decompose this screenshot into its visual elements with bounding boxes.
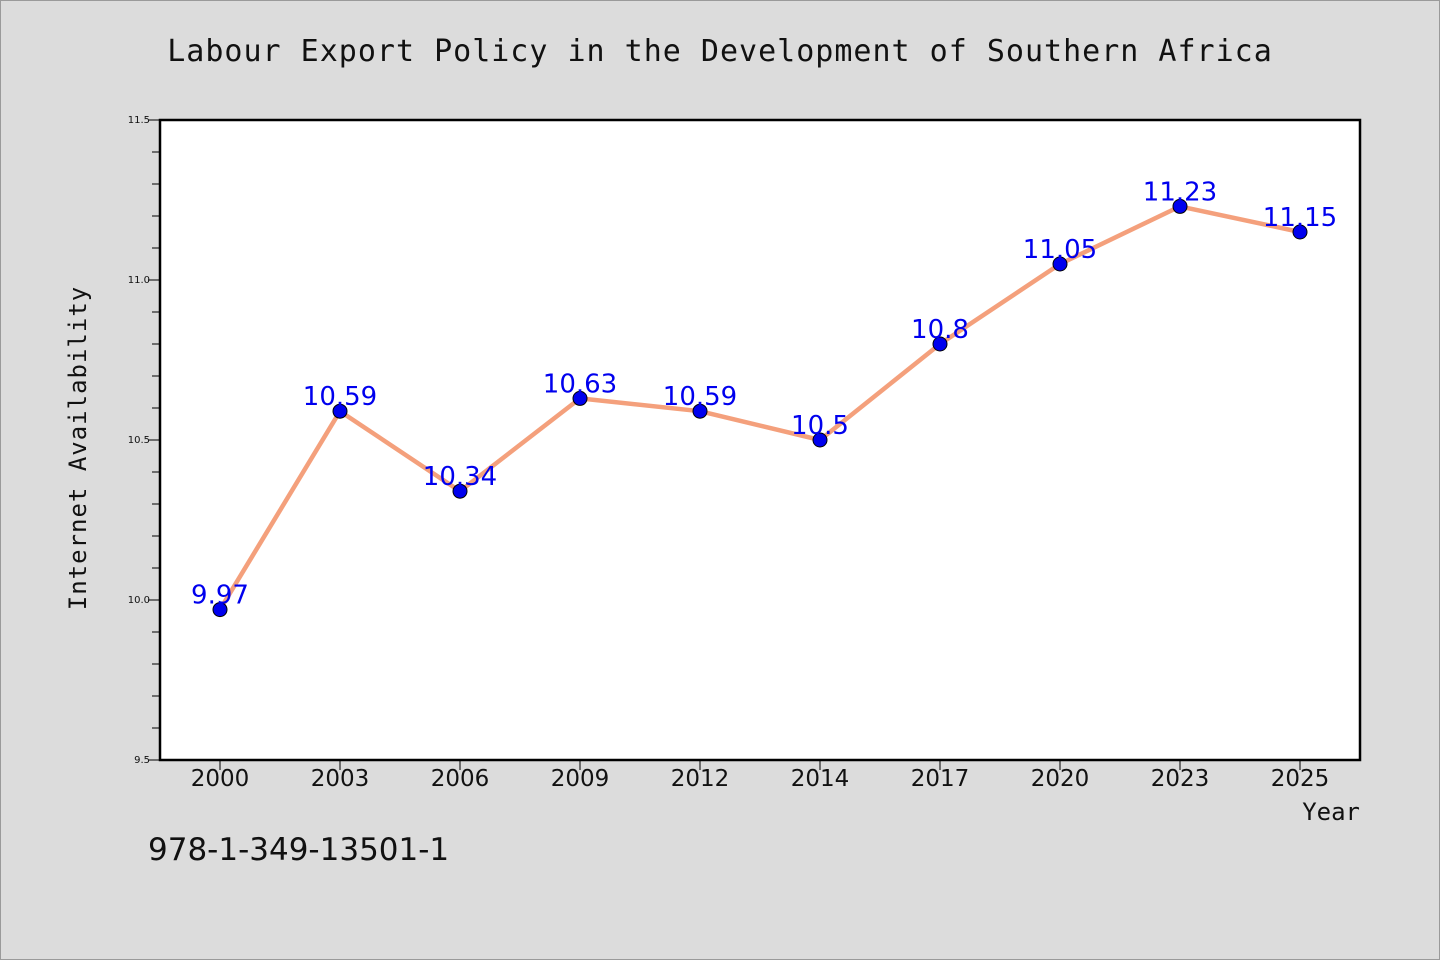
data-label: 10.63 (543, 369, 617, 399)
y-tick-label: 11.5 (128, 115, 150, 126)
y-tick-label: 9.5 (134, 755, 150, 766)
chart-title: Labour Export Policy in the Development … (167, 34, 1273, 69)
x-tick-label: 2014 (791, 766, 850, 792)
x-tick-label: 2025 (1271, 766, 1330, 792)
series-line-group (217, 204, 1303, 612)
plot-area (158, 118, 1362, 762)
isbn-text: 978-1-349-13501-1 (148, 832, 450, 868)
data-label: 11.05 (1023, 235, 1097, 265)
data-labels-group: 9.97 10.59 10.34 10.63 10.59 10.5 10.8 11.05 11.… (191, 177, 1337, 610)
data-point (932, 336, 948, 352)
data-label: 10.34 (423, 462, 497, 492)
y-tick-label: 10.0 (128, 595, 150, 606)
data-point (212, 602, 228, 618)
series-line (217, 204, 1303, 612)
x-tick-label: 2020 (1031, 766, 1090, 792)
data-point (452, 483, 468, 499)
y-axis: 9.5 10.0 10.5 11.0 11.5 (128, 115, 160, 766)
data-point (332, 403, 348, 419)
data-point (572, 390, 588, 406)
series-points-group (212, 198, 1308, 618)
data-point (692, 403, 708, 419)
data-label: 11.15 (1263, 203, 1337, 233)
x-tick-label: 2017 (911, 766, 970, 792)
y-tick-label: 10.5 (128, 435, 150, 446)
x-tick-label: 2003 (311, 766, 370, 792)
data-point (1172, 198, 1188, 214)
data-label: 10.59 (663, 382, 737, 412)
data-label: 10.8 (911, 315, 969, 345)
x-axis: 2000 2003 2006 2009 2012 2014 2017 2020 2023 2025 (191, 760, 1330, 792)
data-label: 10.59 (303, 382, 377, 412)
y-tick-label: 11.0 (128, 275, 150, 286)
x-tick-label: 2006 (431, 766, 490, 792)
x-tick-label: 2023 (1151, 766, 1210, 792)
data-point (1292, 224, 1308, 240)
data-label: 9.97 (191, 581, 249, 611)
x-tick-label: 2012 (671, 766, 730, 792)
x-tick-label: 2009 (551, 766, 610, 792)
data-point (812, 432, 828, 448)
data-label: 11.23 (1143, 177, 1217, 207)
x-tick-label: 2000 (191, 766, 250, 792)
y-axis-label: Internet Availability (64, 286, 92, 610)
data-point (1052, 256, 1068, 272)
data-label: 10.5 (791, 411, 849, 441)
x-axis-label: Year (1302, 798, 1360, 826)
